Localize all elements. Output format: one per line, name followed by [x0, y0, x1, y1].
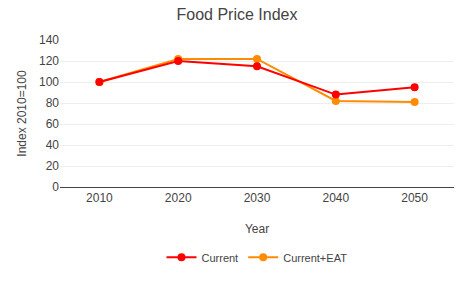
- svg-text:2010: 2010: [86, 191, 113, 205]
- svg-text:80: 80: [46, 96, 60, 110]
- svg-text:2020: 2020: [165, 191, 192, 205]
- svg-text:60: 60: [46, 117, 60, 131]
- svg-text:100: 100: [39, 75, 59, 89]
- svg-text:Year: Year: [245, 222, 269, 236]
- svg-text:0: 0: [52, 180, 59, 194]
- svg-text:2050: 2050: [401, 191, 428, 205]
- svg-text:Current: Current: [202, 252, 239, 264]
- svg-text:Current+EAT: Current+EAT: [283, 252, 347, 264]
- svg-text:Food Price Index: Food Price Index: [177, 6, 298, 23]
- svg-text:120: 120: [39, 54, 59, 68]
- svg-text:140: 140: [39, 33, 59, 47]
- svg-text:2030: 2030: [244, 191, 271, 205]
- svg-text:40: 40: [46, 138, 60, 152]
- svg-text:20: 20: [46, 159, 60, 173]
- svg-text:2040: 2040: [322, 191, 349, 205]
- svg-text:Index 2010=100: Index 2010=100: [15, 70, 29, 157]
